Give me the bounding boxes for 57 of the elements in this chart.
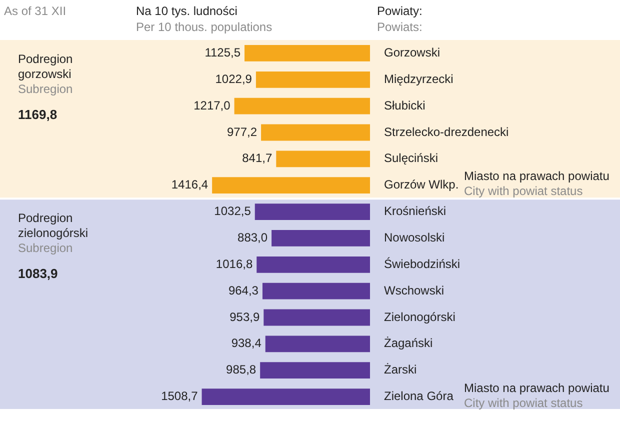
data-label: 1032,5 bbox=[214, 204, 252, 218]
data-label: 1125,5 bbox=[204, 46, 241, 60]
y-tick-label: Nowosolski bbox=[384, 230, 445, 245]
band-label: Podregion zielonogórski bbox=[18, 210, 88, 240]
data-label: 1508,7 bbox=[161, 389, 198, 404]
text: Miasto na prawach powiatu bbox=[464, 380, 610, 395]
chart-subtitle: Per 10 thous. populations bbox=[136, 20, 272, 34]
y-tick-label: Świebodziński bbox=[384, 256, 460, 271]
text: 1169,8 bbox=[18, 107, 58, 122]
data-label: 841,7 bbox=[242, 151, 272, 166]
data-label: 938,4 bbox=[231, 336, 262, 350]
bar bbox=[265, 336, 370, 352]
y-tick-label: Gorzów Wlkp. bbox=[384, 178, 459, 192]
text: Subregion bbox=[18, 82, 74, 97]
data-label: 1217,0 bbox=[194, 98, 231, 112]
y-tick-label: Zielonogórski bbox=[384, 310, 456, 324]
bar bbox=[234, 98, 370, 114]
bar bbox=[256, 256, 370, 273]
bar bbox=[244, 45, 370, 62]
y-tick-label: Międzyrzecki bbox=[384, 72, 454, 86]
bar bbox=[261, 124, 370, 141]
data-label: 964,3 bbox=[228, 283, 259, 298]
y-tick-label: Strzelecko-drezdenecki bbox=[384, 124, 509, 139]
text: Powiats: bbox=[377, 20, 422, 34]
y-tick-label: Krośnieński bbox=[384, 204, 446, 218]
y-tick-label: Żarski bbox=[384, 362, 417, 377]
chart-title: Na 10 tys. ludności bbox=[136, 4, 238, 18]
data-label: 1016,8 bbox=[216, 256, 253, 271]
bar bbox=[254, 204, 370, 220]
y-tick-label: Zielona Góra bbox=[384, 389, 454, 404]
data-label: 883,0 bbox=[238, 230, 268, 245]
bar bbox=[202, 388, 370, 405]
data-label: 1416,4 bbox=[171, 178, 208, 192]
y-tick-label: Gorzowski bbox=[384, 46, 440, 60]
data-label: 985,8 bbox=[226, 362, 256, 377]
y-tick-label: Żagański bbox=[384, 336, 433, 350]
text: City with powiat status bbox=[464, 184, 583, 198]
y-tick-label: Słubicki bbox=[384, 98, 426, 112]
text: 1083,9 bbox=[18, 266, 59, 281]
text: Miasto na prawach powiatu bbox=[464, 169, 610, 184]
bar bbox=[256, 71, 370, 88]
data-label: 977,2 bbox=[227, 124, 258, 139]
y-axis-title: Powiaty: bbox=[377, 4, 422, 18]
bar bbox=[262, 282, 370, 300]
text: Subregion bbox=[18, 240, 74, 256]
bar bbox=[276, 150, 370, 168]
data-label: 1022,9 bbox=[215, 72, 252, 86]
y-tick-label: Sulęciński bbox=[384, 151, 438, 166]
bar bbox=[260, 362, 370, 379]
bar bbox=[264, 309, 370, 326]
bar bbox=[272, 230, 370, 246]
data-label: 953,9 bbox=[230, 310, 260, 324]
y-tick-label: Wschowski bbox=[384, 283, 444, 298]
band-label: Podregion gorzowski bbox=[18, 52, 73, 81]
bar bbox=[212, 177, 370, 194]
text: As of 31 XII bbox=[4, 4, 66, 18]
text: City with powiat status bbox=[464, 396, 583, 410]
